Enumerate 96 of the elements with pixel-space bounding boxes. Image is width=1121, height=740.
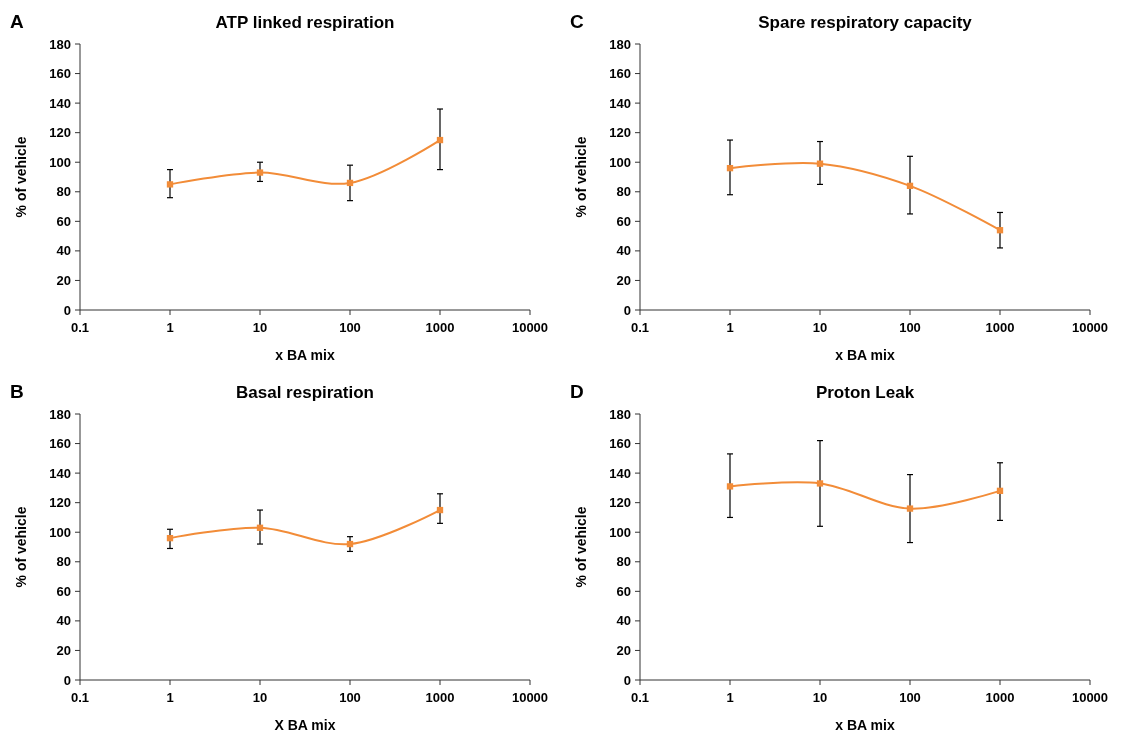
x-axis-title: x BA mix [835,347,895,363]
x-tick-label: 0.1 [630,320,650,335]
y-tick-label: 60 [56,583,71,599]
y-tick-label: 20 [56,642,71,658]
y-tick-label: 20 [616,272,631,288]
text: B [10,381,24,402]
y-tick-label: 0 [623,302,631,318]
point [166,534,174,542]
y-tick-label: 20 [616,642,631,658]
y-tick-label: 140 [49,95,71,111]
point [436,506,444,514]
y-tick-label: 60 [616,583,631,599]
x-tick-label: 1 [726,320,734,335]
y-tick-label: 40 [616,243,631,259]
y-axis-title: % of vehicle [13,506,29,588]
y-tick-label: 160 [609,436,631,452]
x-tick-label: 10000 [511,320,549,335]
y-tick-label: 40 [56,613,71,629]
y-tick-label: 40 [56,243,71,259]
y-tick-label: 140 [49,465,71,481]
y-tick-label: 80 [616,184,631,200]
x-tick-label: 0.1 [70,690,90,705]
x-tick-label: 1 [166,690,174,705]
x-tick-label: 1 [726,690,734,705]
y-tick-label: 60 [616,213,631,229]
y-tick-label: 20 [56,272,71,288]
x-axis-title: x BA mix [835,717,895,733]
y-tick-label: 180 [609,36,631,52]
text: D [570,381,584,402]
x-tick-label: 10000 [511,690,549,705]
y-tick-label: 120 [49,125,71,141]
point [816,480,824,487]
y-tick-label: 160 [609,66,631,82]
x-tick-label: 100 [899,690,921,705]
point [996,487,1004,495]
y-tick-label: 120 [609,125,631,141]
y-axis-title: % of vehicle [13,136,29,218]
x-tick-label: 1 [166,320,174,335]
point [256,169,264,176]
y-tick-label: 100 [609,154,631,170]
y-tick-label: 0 [623,672,631,688]
y-tick-label: 180 [49,406,71,422]
text: C [570,11,584,32]
point [346,179,354,187]
x-tick-label: 0.1 [70,320,90,335]
x-axis-title: x BA mix [275,347,335,363]
y-axis-title: % of vehicle [573,136,589,218]
point [816,160,824,167]
point [436,136,444,144]
y-tick-label: 180 [49,36,71,52]
y-tick-label: 80 [56,554,71,570]
x-tick-label: 100 [339,320,361,335]
point [996,227,1004,234]
point [906,505,914,512]
point [256,524,264,531]
x-tick-label: 10 [812,690,828,705]
x-tick-label: 1000 [425,320,455,335]
chart-title: Proton Leak [815,383,915,402]
y-tick-label: 140 [609,95,631,111]
y-tick-label: 120 [49,495,71,511]
y-tick-label: 140 [609,465,631,481]
x-tick-label: 100 [899,320,921,335]
y-tick-label: 60 [56,213,71,229]
x-tick-label: 10 [252,320,268,335]
y-tick-label: 0 [63,672,71,688]
chart-title: Spare respiratory capacity [758,13,973,32]
y-tick-label: 160 [49,66,71,82]
y-tick-label: 120 [609,495,631,511]
chart-title: ATP linked respiration [215,13,395,32]
point [906,182,914,190]
x-tick-label: 1000 [985,690,1015,705]
point [726,164,734,172]
chart-title: Basal respiration [236,383,374,402]
x-tick-label: 10 [252,690,268,705]
x-tick-label: 10 [812,320,828,335]
x-tick-label: 10000 [1071,320,1109,335]
y-tick-label: 80 [56,184,71,200]
y-tick-label: 100 [49,154,71,170]
x-tick-label: 100 [339,690,361,705]
x-tick-label: 1000 [425,690,455,705]
y-tick-label: 40 [616,613,631,629]
x-tick-label: 10000 [1071,690,1109,705]
point [726,483,734,490]
y-tick-label: 80 [616,554,631,570]
y-tick-label: 100 [609,524,631,540]
x-axis-title: X BA mix [274,717,336,733]
y-tick-label: 160 [49,436,71,452]
y-tick-label: 0 [63,302,71,318]
point [166,181,174,188]
point [346,540,354,548]
y-tick-label: 180 [609,406,631,422]
x-tick-label: 0.1 [630,690,650,705]
text: A [10,11,24,32]
y-tick-label: 100 [49,524,71,540]
y-axis-title: % of vehicle [573,506,589,588]
x-tick-label: 1000 [985,320,1015,335]
